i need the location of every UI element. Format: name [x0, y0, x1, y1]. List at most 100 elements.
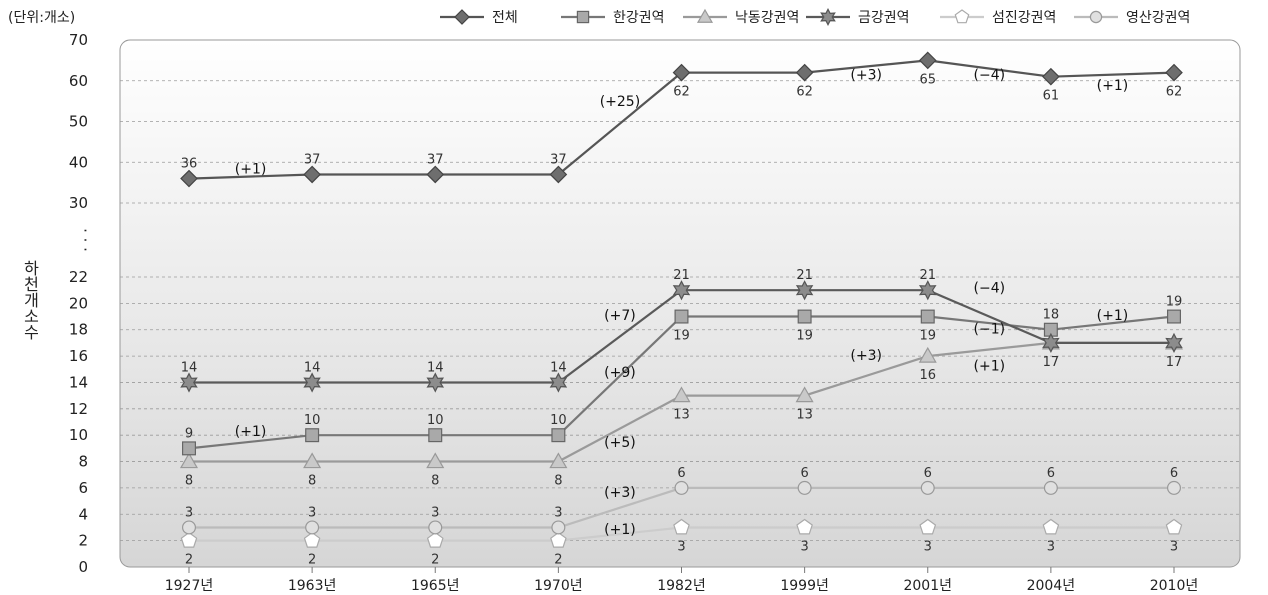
y-tick-label: 6: [78, 479, 88, 497]
data-point: [303, 452, 322, 469]
legend-item: 섬진강권역: [940, 9, 1056, 26]
data-label: 17: [1043, 355, 1060, 370]
x-tick-label: 1982년: [657, 578, 706, 594]
data-label: 3: [1047, 539, 1055, 554]
data-point: [1042, 67, 1060, 86]
data-point: [550, 531, 567, 548]
x-tick-label: 2004년: [1027, 578, 1076, 594]
change-annotation: (+3): [604, 485, 636, 501]
change-annotation: (+1): [235, 161, 267, 177]
x-tick-label: 2010년: [1150, 578, 1199, 594]
change-annotation: (−1): [974, 321, 1006, 337]
data-label: 10: [304, 413, 321, 428]
data-label: 13: [796, 408, 813, 423]
data-label: 3: [431, 505, 439, 520]
data-point: [919, 518, 937, 535]
x-tick-label: 1927년: [165, 578, 214, 594]
data-label: 62: [673, 85, 690, 100]
data-point: [795, 386, 814, 403]
data-label: 8: [554, 474, 562, 489]
y-axis-label: 하천개소수: [21, 260, 40, 340]
data-label: 16: [919, 368, 936, 383]
data-point: [1043, 480, 1058, 495]
data-label: 6: [1170, 466, 1178, 481]
legend-item: 낙동강권역: [683, 8, 799, 26]
legend-label: 금강권역: [858, 10, 910, 26]
legend-label: 낙동강권역: [735, 10, 799, 26]
y-tick-label: 40: [69, 153, 88, 171]
series-markers: [179, 51, 1184, 548]
data-point: [180, 372, 198, 393]
data-point: [428, 428, 443, 443]
data-label: 8: [185, 474, 193, 489]
x-tick-label: 2001년: [903, 578, 952, 594]
data-label: 6: [800, 466, 808, 481]
y-tick-label: 12: [69, 400, 88, 418]
data-label: 65: [919, 72, 936, 87]
data-point: [1042, 518, 1060, 535]
legend-marker: [1089, 10, 1103, 24]
data-point: [179, 452, 199, 469]
data-label: 21: [919, 268, 936, 283]
x-axis-ticks: 1927년 1963년 1965년 1970년 1982년 1999년 2001년 2004년…: [165, 567, 1199, 594]
legend-marker: [576, 10, 590, 24]
legend-label: 전체: [492, 10, 518, 26]
data-point: [1042, 332, 1060, 353]
y-tick-label: 2: [78, 532, 88, 550]
data-point: [305, 428, 320, 443]
data-label: 6: [677, 466, 685, 481]
data-label: 37: [427, 152, 444, 167]
y-tick-label: 8: [78, 453, 88, 471]
legend-item: 한강권역: [561, 10, 665, 26]
y-axis-ticks: 0 2 4 6 8 10 12 14 16 18 20 22 30 40 50 60 70: [69, 31, 88, 576]
legend-marker: [696, 8, 714, 23]
legend-marker: [454, 9, 470, 25]
data-label: 8: [308, 474, 316, 489]
x-tick-label: 1970년: [534, 578, 583, 594]
data-label: 14: [304, 360, 321, 375]
data-label: 19: [919, 329, 936, 344]
change-annotation: (+1): [604, 522, 636, 538]
data-label: 18: [1043, 308, 1060, 323]
y-tick-label: 22: [69, 268, 88, 286]
legend-item: 영산강권역: [1074, 10, 1190, 26]
change-annotation: (+1): [1097, 78, 1129, 94]
data-label: 3: [308, 505, 316, 520]
legend-label: 섬진강권역: [992, 10, 1056, 26]
data-point: [674, 309, 689, 324]
data-point: [795, 280, 814, 301]
data-point: [428, 520, 443, 535]
data-label: 10: [550, 413, 567, 428]
change-annotation: (+25): [600, 94, 640, 110]
change-annotation: (+1): [235, 424, 267, 440]
data-label: 8: [431, 474, 439, 489]
legend-label: 영산강권역: [1126, 10, 1190, 26]
data-label: 61: [1043, 89, 1060, 104]
y-tick-label: 70: [69, 31, 88, 49]
data-point: [303, 165, 321, 184]
data-point: [797, 309, 812, 324]
y-tick-label: 30: [69, 194, 88, 212]
change-annotation: (+5): [604, 435, 636, 451]
legend-item: 금강권역: [806, 7, 910, 27]
y-tick-label: 10: [69, 426, 88, 444]
change-annotations: (+1) (+25) (+3) (−4) (+1) (+1) (+7) (+9) (+5) (+3…: [235, 68, 1128, 538]
change-annotation: (+3): [850, 348, 882, 364]
unit-label: (단위:개소): [8, 10, 75, 26]
data-point: [303, 531, 321, 548]
y-tick-label: 20: [69, 294, 88, 312]
y-tick-label: 16: [69, 347, 88, 365]
data-label: 13: [673, 408, 690, 423]
change-annotation: (+1): [974, 358, 1006, 374]
legend-item: 전체: [440, 9, 518, 26]
data-label: 21: [673, 268, 690, 283]
data-label: 3: [1170, 539, 1178, 554]
data-point: [920, 480, 935, 495]
data-point: [918, 280, 937, 301]
data-point: [1166, 309, 1181, 324]
data-label: 3: [800, 539, 808, 554]
data-point: [673, 518, 690, 535]
data-label: 17: [1166, 355, 1183, 370]
data-label: 37: [550, 152, 567, 167]
x-tick-label: 1999년: [780, 578, 829, 594]
